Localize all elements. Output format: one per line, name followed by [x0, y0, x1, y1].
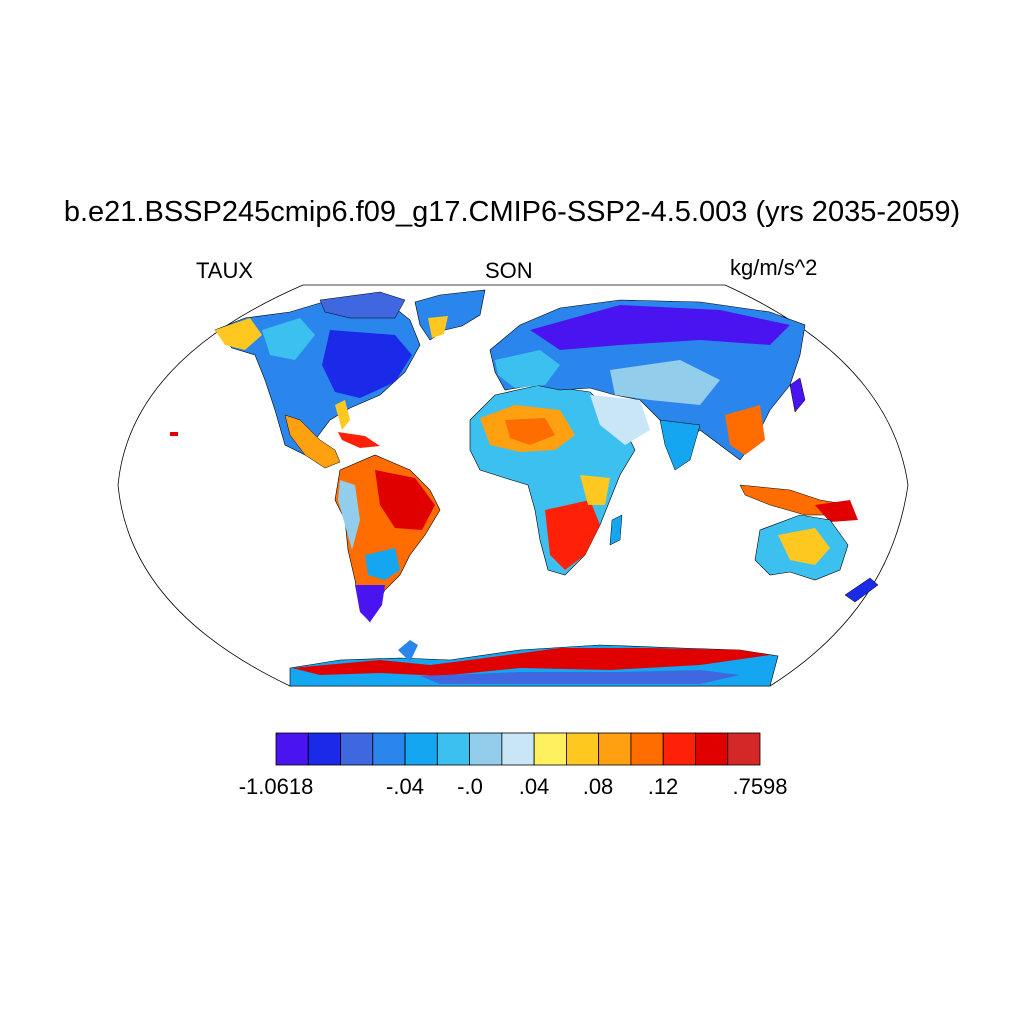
colorbar-swatch: [598, 732, 632, 766]
land-central-asia: [610, 360, 720, 405]
colorbar-swatch: [727, 732, 761, 766]
colorbar-swatch: [533, 732, 567, 766]
land-south-africa: [545, 500, 600, 570]
colorbar-tick-label: -.0: [457, 774, 483, 799]
colorbar-tick-label: .08: [582, 774, 614, 799]
colorbar-swatch: [404, 732, 438, 766]
land-india: [659, 419, 701, 471]
land-greenland-south: [428, 316, 448, 338]
colorbar-swatch: [372, 732, 406, 766]
colorbar-tick-label: -.04: [386, 774, 424, 799]
colorbar-tick-label: .04: [518, 774, 550, 799]
colorbar-swatch: [695, 732, 729, 766]
colorbar-swatch: [307, 732, 341, 766]
land-sahara-core: [505, 418, 555, 445]
colorbar-swatch: [630, 732, 664, 766]
colorbar-swatch: [501, 732, 535, 766]
land-new-guinea: [815, 500, 858, 522]
land-east-africa: [580, 475, 610, 505]
land-antarctica-interior: [420, 670, 740, 684]
land-patagonia: [355, 585, 385, 622]
colorbar-swatch: [566, 732, 600, 766]
land-arctic-islands: [319, 291, 406, 319]
land-australia-interior: [778, 528, 830, 565]
land-north-america-east: [322, 330, 412, 398]
land-florida: [335, 400, 350, 430]
land-siberia: [530, 305, 790, 350]
land-amazon-core: [375, 470, 435, 530]
plot-title: b.e21.BSSP245cmip6.f09_g17.CMIP6-SSP2-4.…: [63, 196, 961, 228]
land-middle-east: [590, 395, 650, 445]
colorbar-swatch: [436, 732, 471, 766]
land-north-america-west: [262, 318, 315, 360]
colorbar-swatch: [469, 732, 503, 766]
land-east-china: [725, 405, 765, 455]
land-japan: [789, 377, 806, 413]
units-label: kg/m/s^2: [730, 255, 818, 280]
land-alaska: [215, 318, 262, 350]
land-andes-west: [338, 480, 360, 550]
land-europe: [495, 350, 560, 388]
land-caribbean: [338, 432, 380, 448]
land-hawaii: [170, 432, 178, 436]
land-antarctica-coast-red: [292, 648, 770, 676]
colorbar-swatch: [340, 732, 374, 766]
land-antarctic-peninsula: [398, 640, 418, 662]
colorbar-swatch: [662, 732, 696, 766]
colorbar: [275, 732, 761, 766]
land-new-zealand: [844, 577, 879, 603]
variable-name: TAUX: [196, 258, 254, 283]
land-madagascar: [609, 514, 623, 546]
colorbar-swatch: [275, 732, 309, 766]
colorbar-tick-label: .7598: [732, 774, 788, 799]
season-label: SON: [485, 258, 533, 283]
land-pampas: [365, 548, 400, 580]
colorbar-tick-label: -1.0618: [238, 774, 314, 799]
colorbar-tick-label: .12: [647, 774, 679, 799]
land-mexico: [284, 414, 341, 469]
